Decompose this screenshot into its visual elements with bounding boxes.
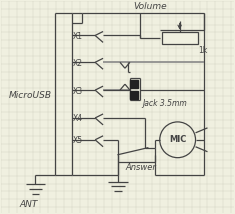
Bar bbox=[130, 80, 138, 88]
Text: MicroUSB: MicroUSB bbox=[9, 91, 52, 100]
Text: MIC: MIC bbox=[169, 135, 186, 144]
Text: Volume: Volume bbox=[133, 2, 167, 11]
Text: 1k: 1k bbox=[199, 46, 208, 55]
Text: X1: X1 bbox=[73, 32, 83, 41]
Text: X2: X2 bbox=[73, 59, 83, 68]
Text: X4: X4 bbox=[73, 114, 83, 123]
Bar bbox=[162, 33, 198, 45]
Bar bbox=[130, 91, 138, 99]
Text: Jack 3.5mm: Jack 3.5mm bbox=[142, 98, 187, 107]
Text: Answer: Answer bbox=[125, 163, 156, 172]
Text: X3: X3 bbox=[73, 87, 83, 96]
Text: X5: X5 bbox=[73, 136, 83, 145]
Text: ANT: ANT bbox=[19, 200, 38, 209]
